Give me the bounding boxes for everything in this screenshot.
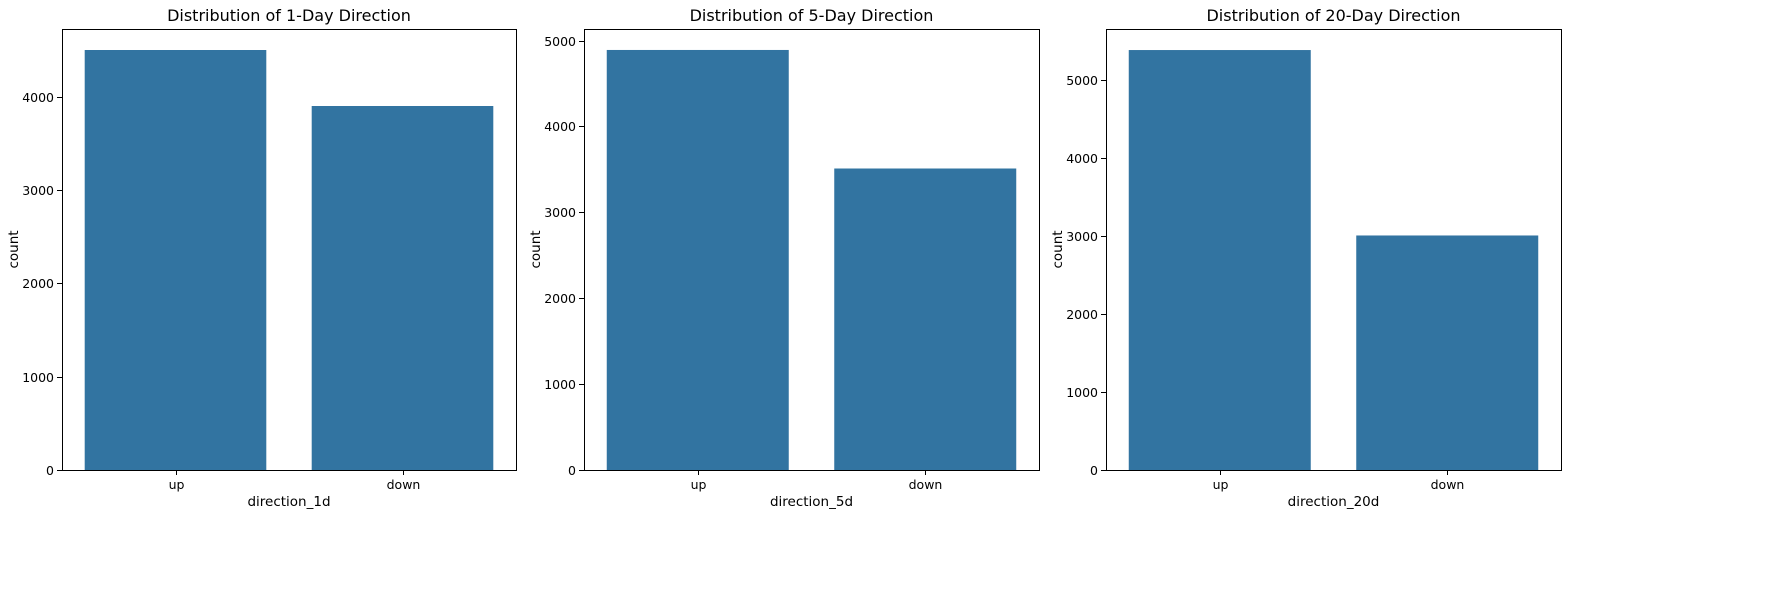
y-axis-label: count [1050, 230, 1066, 268]
y-tick-label: 1000 [22, 370, 54, 385]
x-axis-label: direction_20d [1288, 494, 1380, 510]
y-axis-label: count [6, 230, 22, 268]
y-tick-label: 1000 [1066, 385, 1098, 400]
chart-panel-2: 0 1000 2000 3000 4000 5000 up down Distribution … [528, 6, 1040, 510]
x-axis-label: direction_5d [770, 494, 853, 510]
chart-panel-1: 0 1000 2000 3000 4000 up down Distribution of 1… [6, 6, 517, 510]
y-tick-label: 3000 [22, 183, 54, 198]
y-tick-label: 4000 [544, 119, 576, 134]
y-tick-label: 1000 [544, 377, 576, 392]
x-tick-label-down: down [909, 477, 943, 492]
x-tick-label-down: down [387, 477, 421, 492]
chart-panel-3: 0 1000 2000 3000 4000 5000 up down Distribution … [1050, 6, 1562, 510]
y-tick-label: 4000 [22, 90, 54, 105]
x-tick-label-up: up [169, 477, 185, 492]
plot-frame [584, 29, 1040, 471]
bar-down [311, 106, 494, 470]
y-tick-label: 2000 [544, 291, 576, 306]
y-tick-label: 3000 [544, 205, 576, 220]
y-tick-label: 5000 [544, 34, 576, 49]
bar-down [1356, 235, 1539, 470]
bar-up [606, 49, 789, 471]
y-tick-label: 4000 [1066, 151, 1098, 166]
y-tick-label: 3000 [1066, 229, 1098, 244]
y-tick-label: 2000 [22, 276, 54, 291]
x-tick-label-up: up [691, 477, 707, 492]
y-axis-label: count [528, 230, 544, 268]
chart-title: Distribution of 5-Day Direction [690, 6, 934, 25]
y-tick-label: 0 [1090, 463, 1098, 478]
y-tick-label: 2000 [1066, 307, 1098, 322]
y-tick-label: 0 [568, 463, 576, 478]
x-tick-label-down: down [1431, 477, 1465, 492]
chart-title: Distribution of 20-Day Direction [1206, 6, 1460, 25]
bar-up [1128, 50, 1311, 470]
chart-title: Distribution of 1-Day Direction [167, 6, 411, 25]
plot-frame [62, 29, 517, 471]
bar-down [834, 168, 1017, 470]
y-tick-label: 0 [46, 463, 54, 478]
y-tick-label: 5000 [1066, 73, 1098, 88]
x-tick-label-up: up [1213, 477, 1229, 492]
x-axis-label: direction_1d [247, 494, 330, 510]
bar-up [84, 50, 267, 470]
plot-frame [1106, 29, 1562, 471]
